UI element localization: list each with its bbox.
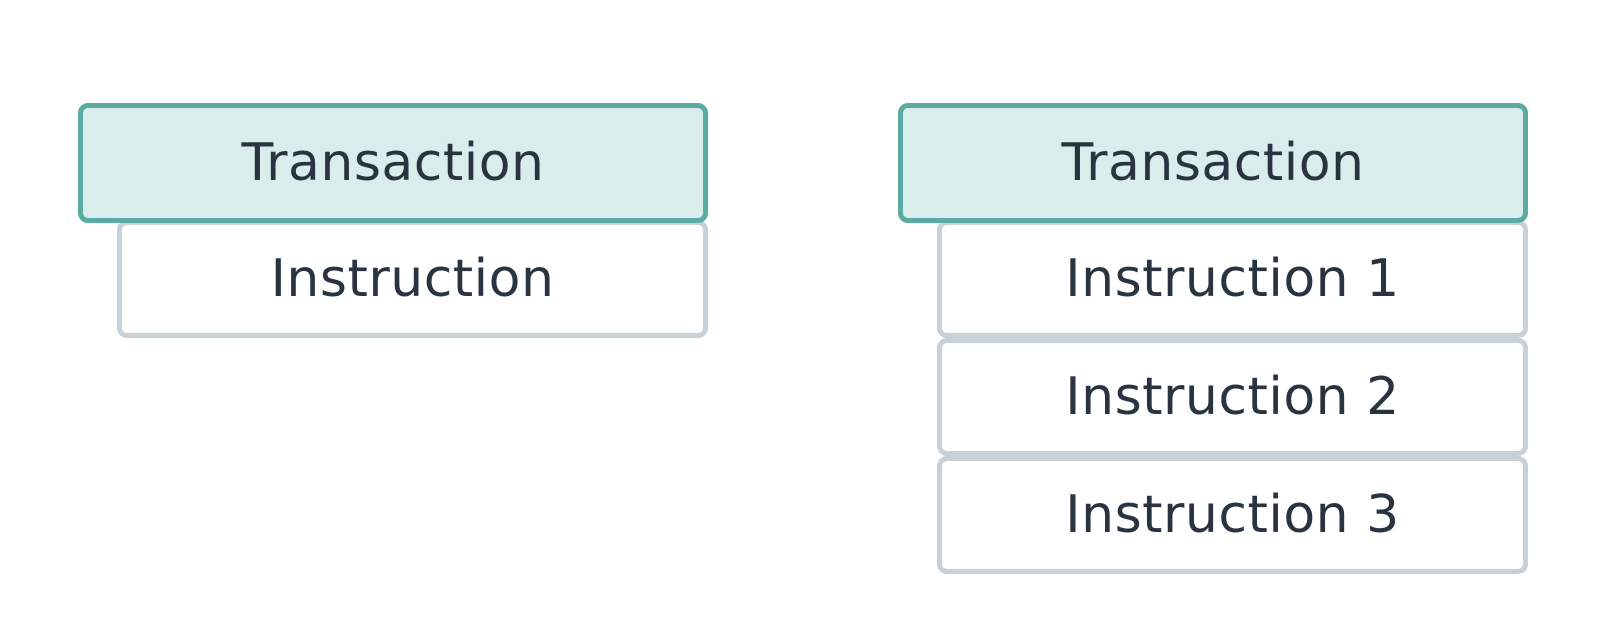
instruction-2-box: Instruction 2 — [937, 338, 1528, 456]
instruction-2-label: Instruction 2 — [1065, 367, 1400, 427]
transaction-box: Transaction — [78, 103, 708, 223]
multi-instruction-diagram: Transaction Instruction 1 Instruction 2 … — [898, 103, 1538, 583]
transaction-label: Transaction — [1061, 133, 1365, 193]
instruction-1-box: Instruction 1 — [937, 220, 1528, 338]
transaction-box: Transaction — [898, 103, 1528, 223]
instruction-3-box: Instruction 3 — [937, 456, 1528, 574]
transaction-label: Transaction — [241, 133, 545, 193]
instruction-1-label: Instruction 1 — [1065, 249, 1400, 309]
instruction-label: Instruction — [270, 249, 555, 309]
instruction-3-label: Instruction 3 — [1065, 485, 1400, 545]
single-instruction-diagram: Transaction Instruction — [78, 103, 718, 583]
instruction-box: Instruction — [117, 220, 708, 338]
